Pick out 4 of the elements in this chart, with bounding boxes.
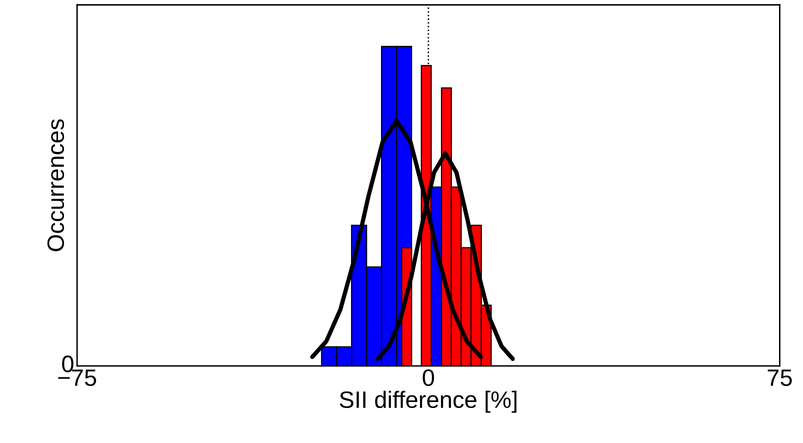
x-tick-label: 0 (422, 369, 434, 386)
x-tick-label: 75 (768, 370, 792, 386)
x-axis-title: SII difference [%] (340, 390, 516, 413)
y-axis-title: Occurrences (47, 119, 64, 252)
